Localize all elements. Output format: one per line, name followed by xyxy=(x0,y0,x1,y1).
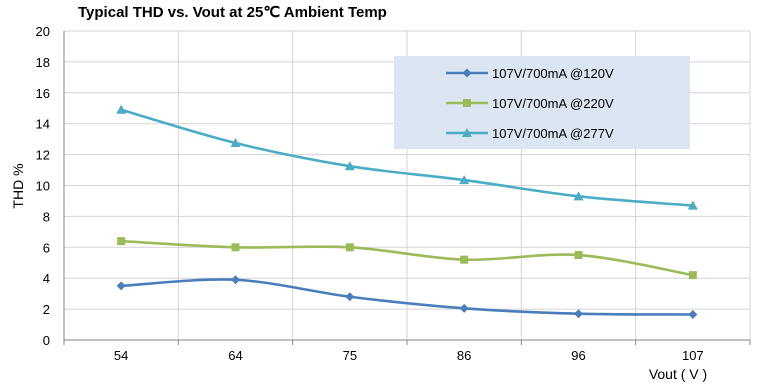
x-tick-label: 86 xyxy=(457,348,471,363)
data-point xyxy=(573,191,584,201)
y-tick-label: 4 xyxy=(43,271,50,286)
series-2 xyxy=(117,237,697,280)
y-tick-label: 18 xyxy=(36,55,50,70)
series-group xyxy=(116,104,698,320)
y-tick-label: 8 xyxy=(43,209,50,224)
data-point xyxy=(574,309,583,319)
data-point xyxy=(459,303,469,313)
legend-entry: 107V/700mA @277V xyxy=(446,126,614,141)
legend-label: 107V/700mA @220V xyxy=(492,96,614,111)
legend-marker xyxy=(462,128,472,137)
data-point xyxy=(459,175,470,185)
series-1 xyxy=(116,275,698,320)
x-tick-label: 107 xyxy=(682,348,704,363)
data-point xyxy=(231,243,240,252)
series-line xyxy=(119,278,695,316)
y-tick-label: 14 xyxy=(36,117,50,132)
data-point xyxy=(345,243,354,252)
data-point xyxy=(460,255,469,264)
data-point xyxy=(687,200,698,210)
y-tick-label: 0 xyxy=(43,333,50,348)
legend-entry: 107V/700mA @220V xyxy=(446,96,614,111)
series-3 xyxy=(116,104,698,210)
y-tick-label: 12 xyxy=(36,148,50,163)
x-tick-label: 64 xyxy=(228,348,242,363)
y-tick-label: 10 xyxy=(36,179,50,194)
series-line xyxy=(119,108,695,207)
legend-marker xyxy=(462,68,472,78)
y-tick-label: 16 xyxy=(36,86,50,101)
x-tick-label: 96 xyxy=(571,348,585,363)
data-point xyxy=(345,292,355,302)
data-point xyxy=(230,138,241,148)
axes: 0 2 4 6 8 10 12 14 16 18 20 54 64 75 86 96 107 xyxy=(36,24,751,363)
legend-entry: 107V/700mA @120V xyxy=(446,66,614,81)
y-tick-label: 2 xyxy=(43,302,50,317)
legend-box xyxy=(394,56,690,149)
y-tick-label: 20 xyxy=(36,24,50,39)
data-point xyxy=(344,161,355,171)
legend: 107V/700mA @120V 107V/700mA @220V 107V/700… xyxy=(394,56,690,149)
data-point xyxy=(117,237,126,246)
legend-label: 107V/700mA @277V xyxy=(492,126,614,141)
data-point xyxy=(116,281,126,291)
legend-marker xyxy=(463,99,471,107)
data-point xyxy=(116,104,127,114)
data-point xyxy=(574,251,583,260)
y-tick-label: 6 xyxy=(43,240,50,255)
chart-title: Typical THD vs. Vout at 25℃ Ambient Temp xyxy=(78,4,387,21)
data-point xyxy=(231,275,240,285)
data-point xyxy=(688,271,697,280)
data-point xyxy=(688,310,698,320)
series-line xyxy=(119,239,695,277)
x-axis-title: Vout ( V ) xyxy=(649,366,707,382)
x-tick-label: 75 xyxy=(343,348,357,363)
legend-label: 107V/700mA @120V xyxy=(492,66,614,81)
x-tick-label: 54 xyxy=(114,348,128,363)
y-axis-title: THD % xyxy=(10,163,26,208)
